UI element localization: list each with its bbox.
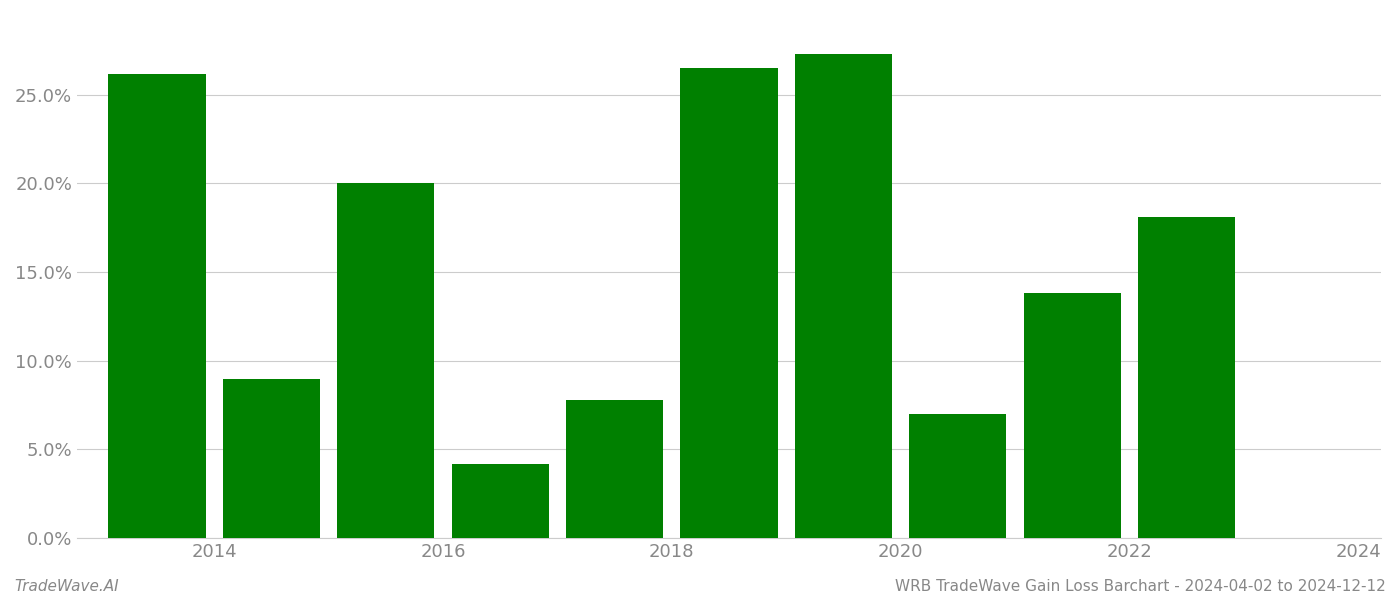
Bar bbox=[566, 400, 664, 538]
Bar bbox=[680, 68, 777, 538]
Text: WRB TradeWave Gain Loss Barchart - 2024-04-02 to 2024-12-12: WRB TradeWave Gain Loss Barchart - 2024-… bbox=[895, 579, 1386, 594]
Bar bbox=[452, 464, 549, 538]
Bar bbox=[337, 184, 434, 538]
Bar bbox=[1138, 217, 1235, 538]
Bar bbox=[795, 54, 892, 538]
Bar bbox=[223, 379, 321, 538]
Bar bbox=[1023, 293, 1121, 538]
Bar bbox=[108, 74, 206, 538]
Text: TradeWave.AI: TradeWave.AI bbox=[14, 579, 119, 594]
Bar bbox=[909, 414, 1007, 538]
